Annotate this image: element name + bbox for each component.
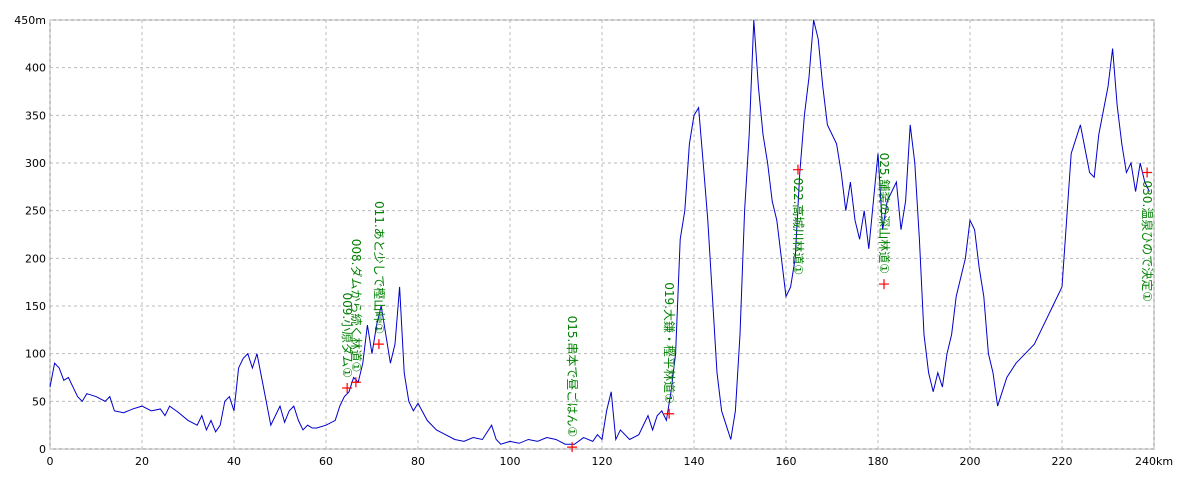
x-tick-label: 220 [1052,455,1073,468]
annotation-label: 008.ダムから続く林道① [349,239,364,372]
x-tick-label: 60 [319,455,333,468]
x-tick-label: 240km [1135,455,1173,468]
annotation-marker [350,377,361,388]
x-tick-label: 180 [868,455,889,468]
annotation-label: 011.あと少しで樫山峠① [372,201,387,334]
annotation-label: 022.高城川林道① [791,178,806,275]
annotation-label: 030.温泉ひので決定① [1140,181,1155,302]
annotation-label: 019.大鎌・樫平林道① [662,282,677,403]
y-tick-label: 150 [25,300,46,313]
x-tick-label: 160 [776,455,797,468]
y-tick-label: 50 [32,395,46,408]
annotation-marker [792,164,803,175]
x-tick-label: 20 [135,455,149,468]
x-tick-label: 140 [684,455,705,468]
annotation-label: 025.舗装の深山林道① [877,153,891,274]
annotation-marker [664,408,675,419]
x-tick-label: 0 [47,455,54,468]
annotation-marker [567,442,578,453]
x-tick-label: 200 [960,455,981,468]
annotation-marker [1142,167,1153,178]
y-tick-label: 0 [39,443,46,456]
x-tick-label: 100 [500,455,521,468]
annotation-marker [373,339,384,350]
x-tick-label: 80 [411,455,425,468]
annotation-marker [878,279,889,290]
y-tick-label: 350 [25,109,46,122]
plot-area [49,19,1155,450]
y-tick-label: 400 [25,62,46,75]
elevation-line [49,19,1150,445]
y-tick-label: 250 [25,205,46,218]
y-tick-label: 200 [25,252,46,265]
annotation-label: 009.小原ダム① [340,293,355,378]
y-tick-label: 100 [25,348,46,361]
annotation-label: 015.串本で昼ごはん① [565,316,580,437]
x-tick-label: 40 [227,455,241,468]
y-tick-label: 450m [14,14,46,27]
x-tick-label: 120 [592,455,613,468]
y-tick-label: 300 [25,157,46,170]
annotation-marker [342,382,353,393]
